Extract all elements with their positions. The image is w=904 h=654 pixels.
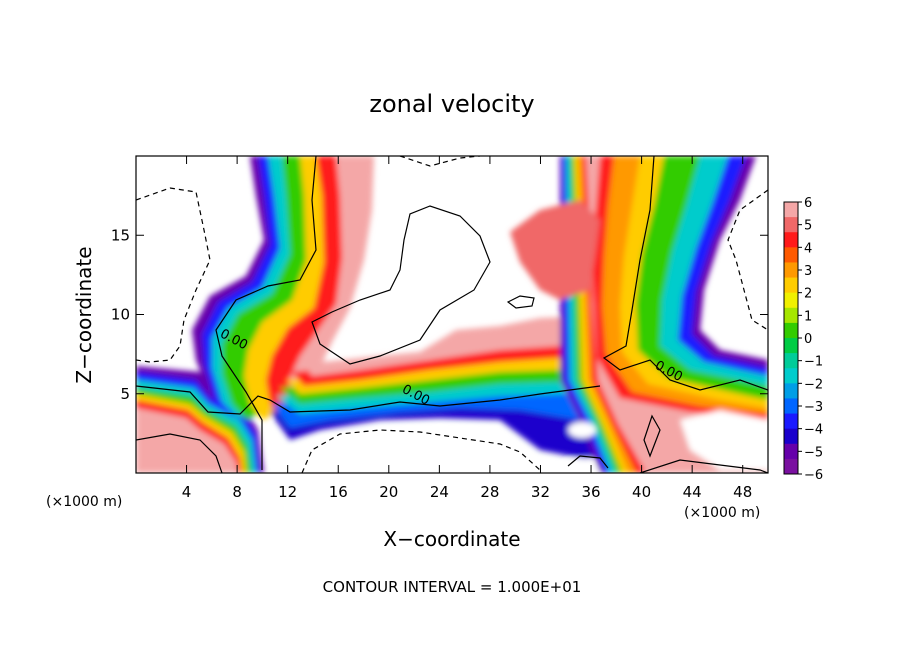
band-left-pink <box>136 408 238 473</box>
x-tick-label: 32 <box>531 483 550 501</box>
x-axis-label: X−coordinate <box>383 527 520 551</box>
x-tick-label: 36 <box>581 483 600 501</box>
plot-area: 0.000.000.00 <box>136 156 768 473</box>
y-tick-label: 5 <box>120 385 130 403</box>
x-axis-ticks: 4 8 12 16 20 24 28 32 36 40 44 48 <box>182 156 752 501</box>
colorbar-tick-label: −1 <box>804 355 823 370</box>
y-tick-label: 15 <box>111 226 130 244</box>
colorbar-tick-label: −2 <box>804 377 823 392</box>
colorbar-segment <box>784 277 798 294</box>
pink-lobe <box>510 200 600 300</box>
colorbar-segment <box>784 322 798 339</box>
x-tick-label: 8 <box>232 483 242 501</box>
x-tick-label: 20 <box>379 483 398 501</box>
colorbar-segment <box>784 443 798 460</box>
colorbar-tick-label: 5 <box>804 219 812 234</box>
contour-dashed-left <box>136 187 211 363</box>
white-pocket-small <box>568 422 596 438</box>
x-unit-label-right: (×1000 m) <box>684 505 760 521</box>
plume-left-pink <box>288 156 374 414</box>
x-tick-label: 44 <box>683 483 702 501</box>
contour-zero-left <box>136 385 601 415</box>
colorbar-segment <box>784 292 798 309</box>
x-tick-label: 24 <box>430 483 449 501</box>
x-unit-label-left: (×1000 m) <box>46 494 122 510</box>
colorbar-segment <box>784 338 798 354</box>
colorbar-segment <box>784 383 798 399</box>
contour-dashed-bottom <box>301 429 541 473</box>
plume-right-red <box>582 156 768 473</box>
colorbar-segment <box>784 458 798 475</box>
colorbar-tick-label: 0 <box>804 332 812 347</box>
x-tick-label: 48 <box>733 483 752 501</box>
colorbar-segment <box>784 368 798 384</box>
colorbar-segment <box>784 428 798 445</box>
colorbar-segment <box>784 217 798 233</box>
y-axis-label: Z−coordinate <box>72 246 96 383</box>
contour-small-loop <box>506 295 535 309</box>
colorbar-tick-label: −5 <box>804 445 823 460</box>
colorbar-segment <box>784 262 798 279</box>
colorbar-segment <box>784 413 798 430</box>
shear-layer-pink <box>304 316 604 376</box>
colorbar-tick-label: 6 <box>804 196 812 211</box>
contour-zero-upper-left <box>215 156 317 470</box>
colorbar-segment <box>784 353 798 369</box>
contour-interval-footer: CONTOUR INTERVAL = 1.000E+01 <box>323 578 582 596</box>
plume-left-yellow <box>244 156 348 420</box>
colorbar-tick-label: 4 <box>804 241 812 256</box>
x-tick-label: 28 <box>480 483 499 501</box>
colorbar-segment <box>784 202 798 218</box>
colorbar-segment <box>784 247 798 263</box>
colorbar: 6 5 4 3 2 1 0 −1 −2 −3 −4 −5 −6 <box>783 196 823 483</box>
contour-ellipse-low <box>567 455 609 469</box>
colorbar-tick-label: −4 <box>804 423 823 438</box>
colorbar-tick-label: −3 <box>804 400 823 415</box>
white-pocket-bottom <box>560 458 600 473</box>
contour-lines <box>136 156 768 473</box>
contour-dashed-top <box>399 156 481 167</box>
colorbar-tick-label: −6 <box>804 468 823 483</box>
colorbar-segment <box>784 307 798 324</box>
y-axis-ticks: 5 10 15 <box>111 226 768 403</box>
contour-bottom-left <box>136 433 223 473</box>
colorbar-tick-label: 1 <box>804 309 812 324</box>
x-tick-label: 16 <box>329 483 348 501</box>
chart-title: zonal velocity <box>369 90 534 118</box>
contour-loop-right <box>643 414 661 458</box>
contour-positive-center <box>311 205 491 365</box>
colorbar-tick-label: 3 <box>804 264 812 279</box>
colorbar-tick-label: 2 <box>804 287 812 302</box>
x-tick-label: 40 <box>632 483 651 501</box>
field-bands <box>136 156 768 473</box>
contour-zero-right-lower <box>639 459 768 473</box>
contour-zero-right <box>602 156 768 391</box>
y-tick-label: 10 <box>111 306 130 324</box>
colorbar-segment <box>784 232 798 248</box>
x-tick-label: 4 <box>182 483 192 501</box>
white-pocket-right <box>680 410 768 470</box>
x-tick-label: 12 <box>278 483 297 501</box>
plume-left-red <box>266 156 364 420</box>
colorbar-segment <box>784 398 798 415</box>
